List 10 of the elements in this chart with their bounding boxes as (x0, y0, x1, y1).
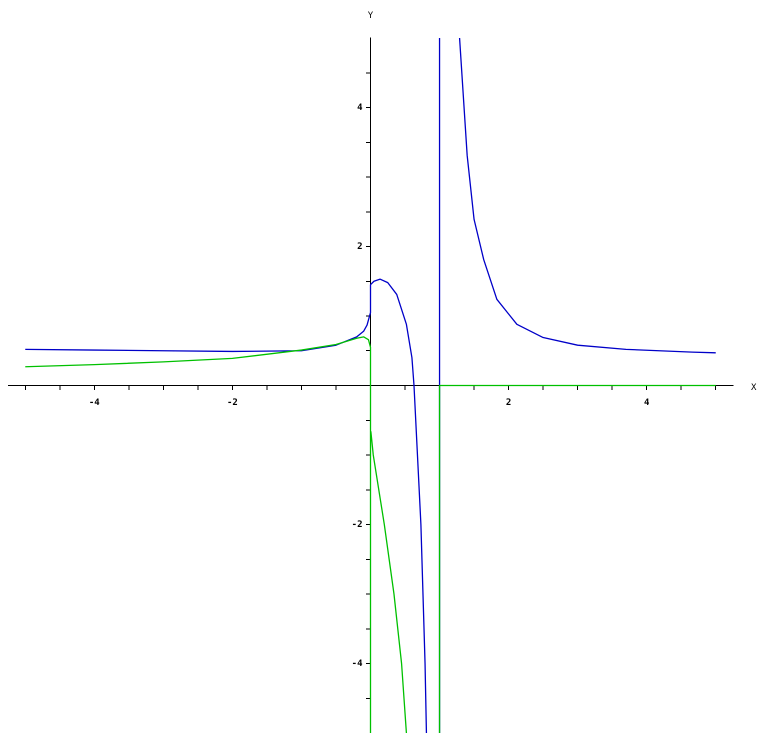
y-tick-label: 2 (357, 242, 362, 252)
x-tick-label: 4 (644, 398, 650, 408)
x-tick-label: -4 (88, 398, 100, 408)
x-tick-label: -2 (226, 398, 238, 408)
y-tick-label: -2 (352, 520, 362, 530)
y-axis-title: Y (368, 10, 374, 21)
y-tick-label: 4 (357, 102, 364, 113)
x-tick-label: 2 (506, 398, 512, 408)
x-axis-title: X (751, 382, 757, 393)
y-tick-label: -4 (352, 658, 364, 669)
